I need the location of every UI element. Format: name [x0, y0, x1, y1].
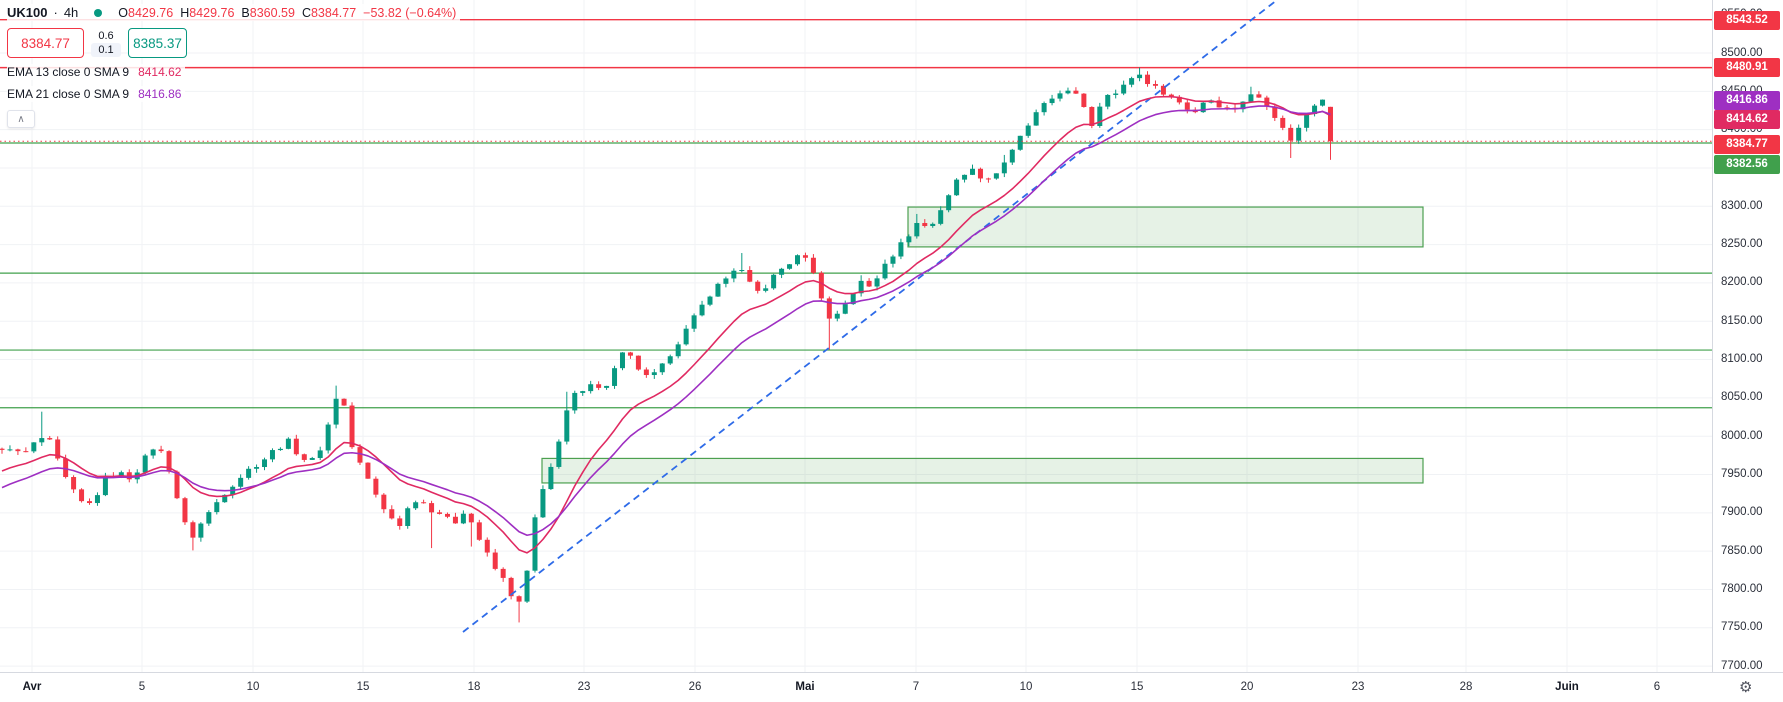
time-axis[interactable]: ⚙ Avr 5 10 15 18 23 26 Mai 7 10 15 20 23 28 Juin 6 — [0, 672, 1783, 702]
time-axis-label: 6 — [1653, 681, 1661, 693]
symbol-separator: · — [53, 5, 58, 20]
price-tick-label: 7950.00 — [1721, 468, 1763, 481]
time-axis-label: 23 — [1351, 681, 1365, 693]
time-axis-label: 18 — [467, 681, 481, 693]
spread-value: 0.6 — [98, 29, 114, 42]
ema13-label: EMA 13 close 0 SMA 9 — [7, 65, 130, 79]
lot-size-field[interactable]: 0.1 — [91, 42, 121, 57]
price-tick-label: 7900.00 — [1721, 506, 1763, 519]
price-tick-label: 7750.00 — [1721, 621, 1763, 634]
timeframe-label[interactable]: 4h — [63, 5, 79, 20]
high-value: 8429.76 — [189, 5, 235, 20]
chart-canvas[interactable] — [0, 0, 1712, 672]
collapse-legend-button[interactable]: ∧ — [7, 110, 35, 128]
price-tick-label: 8050.00 — [1721, 391, 1763, 404]
time-axis-label: 23 — [577, 681, 591, 693]
time-axis-label: Juin — [1555, 681, 1579, 693]
price-badge: 8480.91 — [1714, 57, 1780, 77]
indicator-row-ema13[interactable]: EMA 13 close 0 SMA 9 8414.62 — [7, 64, 186, 80]
chevron-up-icon: ∧ — [17, 113, 25, 125]
time-axis-label: 28 — [1459, 681, 1473, 693]
time-axis-label: 15 — [1130, 681, 1144, 693]
price-badge: 8414.62 — [1714, 109, 1780, 129]
time-axis-label: Avr — [22, 681, 42, 693]
time-axis-label: 26 — [688, 681, 702, 693]
indicator-row-ema21[interactable]: EMA 21 close 0 SMA 9 8416.86 — [7, 86, 186, 102]
time-axis-label: 10 — [246, 681, 260, 693]
candles-layer — [0, 67, 1333, 623]
time-axis-label: 20 — [1240, 681, 1254, 693]
change-value: −53.82 (−0.64%) — [363, 5, 457, 20]
price-tick-label: 7850.00 — [1721, 544, 1763, 557]
axis-settings-gear-icon[interactable]: ⚙ — [1739, 679, 1753, 696]
price-tick-label: 8000.00 — [1721, 429, 1763, 442]
close-value: 8384.77 — [310, 5, 357, 20]
legend: UK100 · 4h O8429.76 H8429.76 B8360.59 C8… — [7, 4, 461, 128]
symbol-title[interactable]: UK100 — [7, 5, 48, 20]
ema21-label: EMA 21 close 0 SMA 9 — [7, 87, 130, 101]
price-tick-label: 7700.00 — [1721, 659, 1763, 672]
market-status-dot — [94, 8, 103, 17]
price-axis[interactable]: 7700.00 7750.00 7800.00 7850.00 7900.00 7950.… — [1712, 0, 1783, 672]
trendline-layer — [462, 0, 1278, 633]
time-axis-label: Mai — [795, 681, 815, 693]
low-value: 8360.59 — [249, 5, 295, 20]
open-value: 8429.76 — [128, 5, 174, 20]
time-axis-label: 15 — [356, 681, 370, 693]
spread-block: 0.6 0.1 — [84, 28, 128, 58]
buy-button[interactable]: 8385.37 — [128, 28, 187, 58]
price-tick-label: 8300.00 — [1721, 199, 1763, 212]
price-tick-label: 7800.00 — [1721, 582, 1763, 595]
time-axis-label: 5 — [138, 681, 146, 693]
price-badge: 8543.52 — [1714, 10, 1780, 30]
price-badge: 8384.77 — [1714, 134, 1780, 154]
price-tick-label: 8500.00 — [1721, 46, 1763, 59]
price-badge: 8382.56 — [1714, 154, 1780, 174]
ohlc-values: O8429.76 H8429.76 B8360.59 C8384.77 −53.… — [118, 5, 457, 20]
price-tick-label: 8250.00 — [1721, 238, 1763, 251]
price-level-lines — [0, 18, 1712, 409]
ema21-value: 8416.86 — [138, 87, 182, 101]
symbol-row[interactable]: UK100 · 4h O8429.76 H8429.76 B8360.59 C8… — [7, 4, 461, 21]
order-panel: 8384.77 0.6 0.1 8385.37 — [7, 28, 187, 58]
price-tick-label: 8150.00 — [1721, 314, 1763, 327]
price-badge: 8416.86 — [1714, 90, 1780, 110]
sell-button[interactable]: 8384.77 — [7, 28, 84, 58]
ema13-value: 8414.62 — [138, 65, 182, 79]
supply-demand-zones — [541, 206, 1424, 484]
time-axis-label: 7 — [912, 681, 920, 693]
price-tick-label: 8100.00 — [1721, 353, 1763, 366]
ema-lines-layer — [1, 95, 1331, 554]
time-axis-label: 10 — [1019, 681, 1033, 693]
price-tick-label: 8200.00 — [1721, 276, 1763, 289]
